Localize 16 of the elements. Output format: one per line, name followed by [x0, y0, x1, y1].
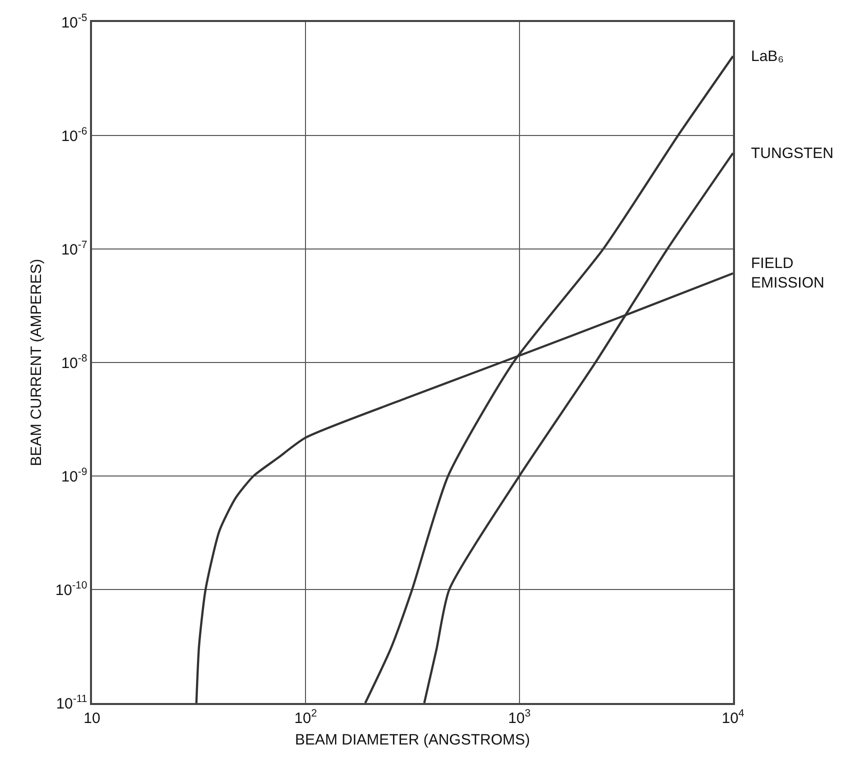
x-axis-title: BEAM DIAMETER (ANGSTROMS)	[294, 731, 530, 748]
x-tick-label: 10$^{3}$	[508, 707, 531, 727]
series-label: FIELD EMISSION	[751, 255, 824, 292]
x-tick-label: 10$^{2}$	[294, 707, 318, 727]
y-tick-label: 10$^{-6}$	[61, 125, 88, 145]
x-tick-label: 10$^{4}$	[722, 707, 744, 727]
y-tick-label: 10$^{-8}$	[61, 352, 88, 372]
y-tick-label: 10$^{-9}$	[61, 466, 88, 486]
series-label: LaB₆	[751, 48, 784, 65]
x-tick-label: 10	[84, 710, 100, 727]
y-axis-title: BEAM CURRENT (AMPERES)	[28, 258, 46, 466]
y-tick-label: 10$^{-11}$	[56, 692, 88, 712]
y-tick-label: 10$^{-10}$	[55, 579, 88, 599]
y-tick-label: 10$^{-5}$	[61, 12, 88, 32]
series-label: TUNGSTEN	[751, 145, 834, 162]
y-tick-label: 10$^{-7}$	[61, 238, 88, 258]
